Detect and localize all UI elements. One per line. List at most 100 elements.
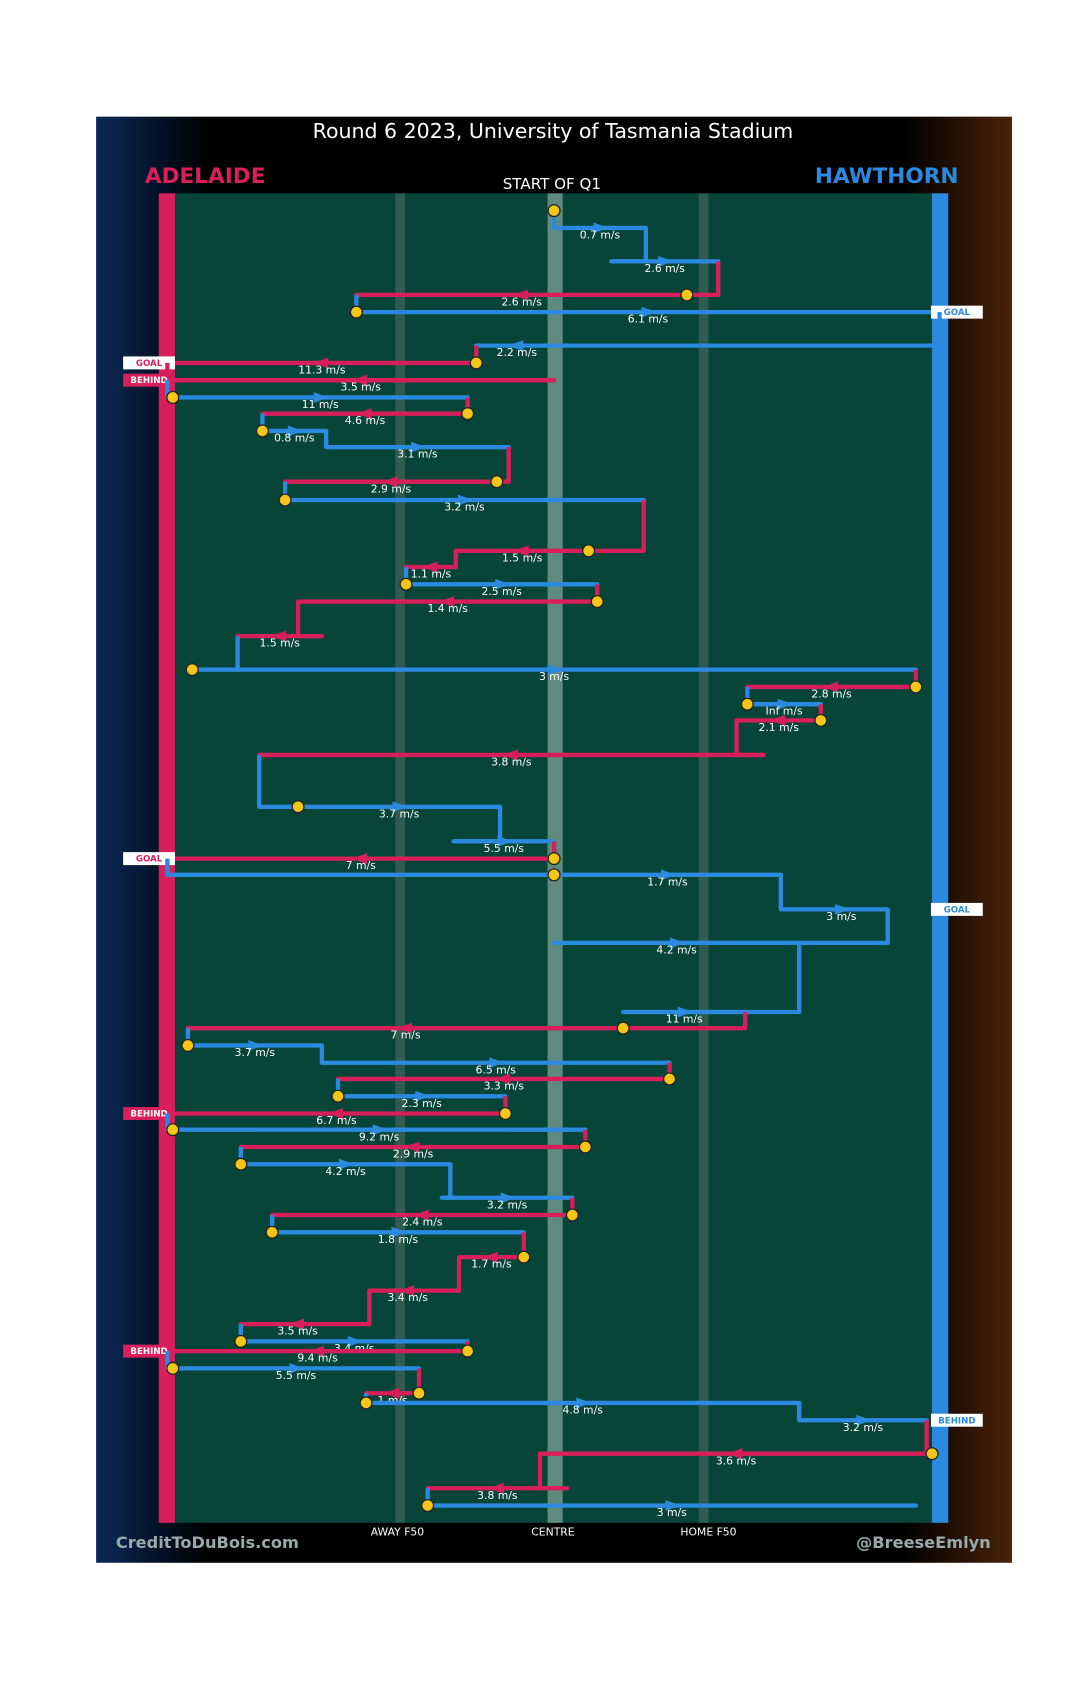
speed-label: 1.5 m/s xyxy=(502,551,543,564)
possession-link xyxy=(686,261,721,298)
speed-label: 3.2 m/s xyxy=(444,501,485,514)
possession-link xyxy=(257,754,299,809)
speed-label: 3.8 m/s xyxy=(491,756,532,769)
speed-label: 4.2 m/s xyxy=(656,943,697,956)
speed-label: 9.2 m/s xyxy=(359,1130,400,1143)
credit: @BreeseEmlyn xyxy=(856,1533,991,1552)
speed-label: 6.7 m/s xyxy=(316,1114,357,1127)
direction-arrow xyxy=(271,630,287,642)
direction-arrow xyxy=(396,1022,413,1034)
direction-arrow xyxy=(497,835,513,847)
turnover-dot xyxy=(265,1225,279,1239)
result-label: GOAL xyxy=(944,905,971,915)
turnover-dot xyxy=(663,1072,677,1086)
turnover-dot xyxy=(925,1447,939,1461)
turnover-dot xyxy=(680,288,694,302)
direction-arrow xyxy=(641,306,657,318)
result-badge xyxy=(930,305,983,319)
speed-label: 11 m/s xyxy=(666,1013,703,1026)
speed-label: 2.3 m/s xyxy=(402,1097,443,1110)
direction-arrow xyxy=(665,1500,681,1511)
result-badge xyxy=(123,373,175,387)
speed-label: 2.4 m/s xyxy=(402,1216,443,1229)
direction-arrow xyxy=(502,749,518,761)
direction-arrow xyxy=(308,1345,324,1357)
speed-label: 3 m/s xyxy=(539,670,569,683)
turnover-dot xyxy=(166,1361,180,1375)
direction-arrow xyxy=(352,374,368,386)
possession-link xyxy=(778,874,795,912)
speed-label: 1.8 m/s xyxy=(378,1233,419,1246)
speed-label: 3.3 m/s xyxy=(484,1080,525,1093)
credit: CreditToDuBois.com xyxy=(116,1533,299,1552)
speed-label: 0.8 m/s xyxy=(274,432,315,445)
turnover-dot xyxy=(616,1021,630,1035)
speed-label: 1.7 m/s xyxy=(647,875,688,888)
speed-label: 3.4 m/s xyxy=(388,1291,429,1304)
result-badge xyxy=(123,356,175,370)
home-f50-line xyxy=(698,193,709,1523)
speed-label: 3.5 m/s xyxy=(341,381,382,394)
possession-link xyxy=(354,1290,372,1327)
speed-label: 9.4 m/s xyxy=(297,1352,338,1365)
direction-arrow xyxy=(415,1090,431,1102)
right-team: HAWTHORN xyxy=(815,164,959,189)
direction-arrow xyxy=(347,1335,363,1347)
direction-arrow xyxy=(677,1006,693,1018)
direction-arrow xyxy=(658,255,674,267)
turnover-dot xyxy=(331,1089,345,1103)
result-badge xyxy=(123,1344,175,1358)
turnover-dot xyxy=(814,713,828,727)
turnover-dot xyxy=(582,544,596,558)
direction-arrow xyxy=(508,340,524,352)
possession-link xyxy=(623,1011,748,1031)
result-badge xyxy=(123,852,175,866)
right-goal-bar xyxy=(932,193,949,1523)
result-label: BEHIND xyxy=(938,1416,975,1426)
turnover-dot xyxy=(469,356,483,370)
direction-arrow xyxy=(410,441,427,453)
speed-label: 3.7 m/s xyxy=(379,807,420,820)
zone-label: HOME F50 xyxy=(680,1526,736,1539)
turnover-dot xyxy=(498,1106,513,1121)
speed-label: 6.1 m/s xyxy=(628,313,669,326)
start-label: START OF Q1 xyxy=(503,175,601,193)
result-badge xyxy=(930,902,983,916)
turnover-dot xyxy=(547,868,561,882)
result-label: GOAL xyxy=(136,359,163,369)
speed-label: 5.5 m/s xyxy=(276,1369,317,1382)
turnover-dot xyxy=(399,577,413,591)
title: Round 6 2023, University of Tasmania Sta… xyxy=(313,119,794,143)
direction-arrow xyxy=(383,1387,400,1399)
speed-label: 3.2 m/s xyxy=(843,1421,884,1434)
turnover-dot xyxy=(909,680,923,694)
turnover-dot xyxy=(547,852,561,866)
zone-label: CENTRE xyxy=(531,1526,575,1539)
possession-link xyxy=(446,1257,462,1293)
speed-label: 1.1 m/s xyxy=(411,568,452,581)
direction-arrow xyxy=(327,1108,343,1119)
direction-arrow xyxy=(391,1226,407,1238)
direction-arrow xyxy=(822,681,839,693)
speed-label: 6.5 m/s xyxy=(476,1063,517,1076)
speed-label: 2.1 m/s xyxy=(758,721,799,734)
direction-arrow xyxy=(439,596,455,607)
turnover-dot xyxy=(412,1386,426,1400)
direction-arrow xyxy=(513,545,529,557)
direction-arrow xyxy=(413,1209,429,1221)
direction-arrow xyxy=(482,1251,498,1263)
direction-arrow xyxy=(392,801,408,813)
direction-arrow xyxy=(513,289,529,301)
turnover-dot xyxy=(166,1123,180,1137)
speed-label: 3.7 m/s xyxy=(235,1046,276,1059)
turnover-dot xyxy=(578,1140,592,1154)
speed-label: 1.4 m/s xyxy=(427,602,468,615)
speed-label: 3 m/s xyxy=(826,910,856,923)
direction-arrow xyxy=(495,578,511,590)
possession-link xyxy=(165,858,555,877)
direction-arrow xyxy=(287,425,303,437)
direction-arrow xyxy=(248,1040,264,1051)
result-badge xyxy=(930,1413,983,1427)
speed-label: 2.9 m/s xyxy=(371,482,412,495)
direction-arrow xyxy=(288,1318,305,1330)
